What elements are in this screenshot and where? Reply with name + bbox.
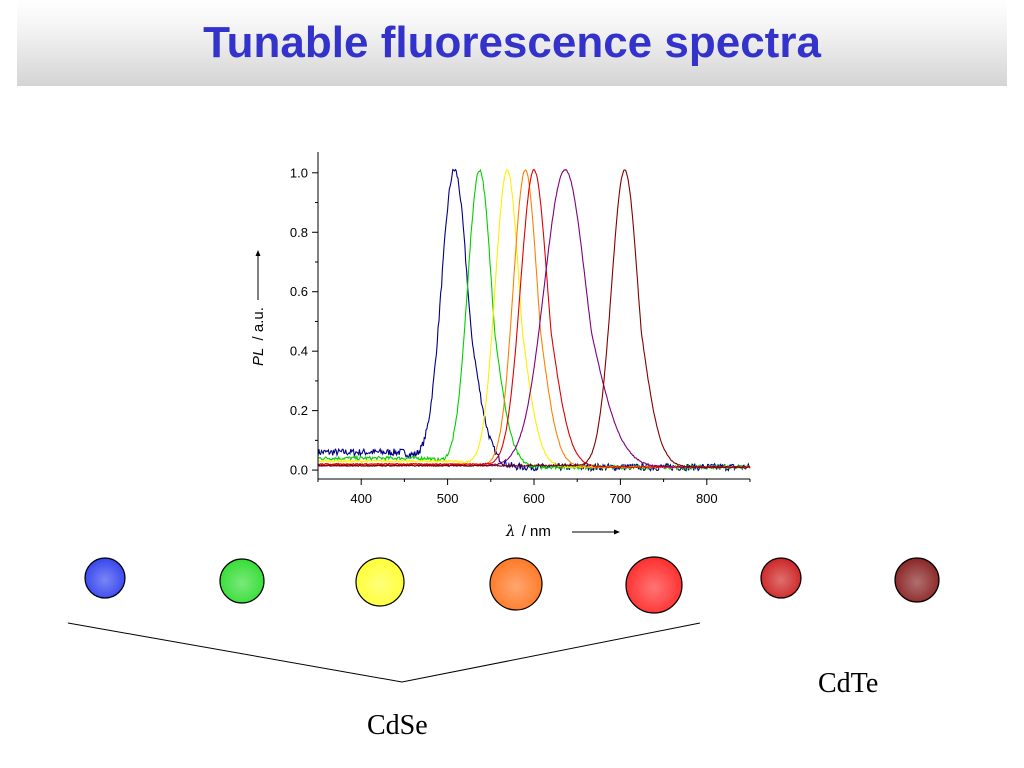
x-axis-arrowhead xyxy=(614,529,620,535)
series-line-6 xyxy=(318,169,751,469)
sample-dot-shine-3 xyxy=(491,559,541,609)
series-line-1 xyxy=(317,168,751,471)
x-axis-unit: / nm xyxy=(522,523,551,540)
y-tick-label-3: 0.6 xyxy=(290,284,308,299)
series-line-0 xyxy=(317,168,751,472)
series-line-4 xyxy=(317,168,751,469)
svg-text:λ / nm: λ / nm xyxy=(505,522,551,540)
x-tick-label-800: 800 xyxy=(696,491,718,506)
y-tick-label-1: 0.2 xyxy=(290,403,308,418)
axes xyxy=(317,152,750,480)
title-bar: Tunable fluorescence spectra xyxy=(17,0,1007,86)
y-tick-label-4: 0.8 xyxy=(290,225,308,240)
sample-dot-shine-0 xyxy=(86,559,124,597)
ticks-layer: 400 500 600 700 800 0.0 0.2 0.4 0.6 0.8 1.0 xyxy=(290,165,751,506)
y-axis-unit: / a.u. xyxy=(250,307,267,340)
cdse-label: CdSe xyxy=(367,710,428,741)
y-axis-label: PL / a.u. xyxy=(250,250,267,366)
slide-title: Tunable fluorescence spectra xyxy=(203,18,821,67)
sample-dot-shine-4 xyxy=(627,558,681,612)
cdte-label: CdTe xyxy=(818,668,879,699)
series-line-3 xyxy=(317,169,751,469)
x-axis-symbol: λ xyxy=(505,522,516,540)
x-tick-label-500: 500 xyxy=(437,491,459,506)
series-line-5 xyxy=(317,168,751,469)
svg-text:PL / a.u.: PL / a.u. xyxy=(250,307,267,366)
x-axis-label: λ / nm xyxy=(505,522,620,540)
y-axis-arrowhead xyxy=(255,250,261,256)
x-tick-label-400: 400 xyxy=(350,491,372,506)
series-layer xyxy=(317,168,751,472)
plot-frame xyxy=(318,152,750,479)
y-axis-symbol: PL xyxy=(250,348,267,366)
sample-dot-shine-2 xyxy=(357,559,403,605)
sample-dot-shine-5 xyxy=(762,559,800,597)
series-line-2 xyxy=(317,168,751,470)
cdse-bracket xyxy=(67,622,701,683)
x-tick-label-700: 700 xyxy=(610,491,632,506)
y-tick-label-5: 1.0 xyxy=(290,165,308,180)
y-tick-label-2: 0.4 xyxy=(290,344,308,359)
x-tick-label-600: 600 xyxy=(523,491,545,506)
y-tick-label-0: 0.0 xyxy=(290,463,308,478)
sample-dot-shine-1 xyxy=(221,560,263,602)
sample-dot-shine-6 xyxy=(896,559,938,601)
sample-dots xyxy=(84,556,940,614)
